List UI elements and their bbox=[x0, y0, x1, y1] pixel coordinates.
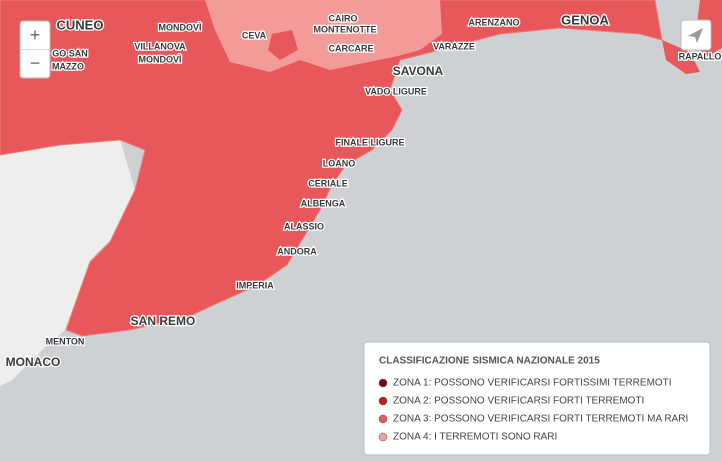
legend-label: ZONA 1: POSSONO VERIFICARSI FORTISSIMI T… bbox=[393, 378, 672, 389]
place-label: SAN REMO bbox=[131, 314, 196, 328]
legend-title: CLASSIFICAZIONE SISMICA NAZIONALE 2015 bbox=[379, 356, 600, 367]
place-label: VARAZZE bbox=[433, 41, 475, 51]
place-label: GO SAN bbox=[52, 48, 88, 58]
place-label: VADO LIGURE bbox=[365, 86, 427, 96]
place-label: ALBENGA bbox=[301, 198, 346, 208]
place-label: IMPERIA bbox=[236, 280, 274, 290]
zoom-in[interactable]: + bbox=[30, 25, 41, 45]
place-label: MONTENOTTE bbox=[314, 24, 377, 34]
place-label: MONACO bbox=[6, 355, 61, 369]
legend: CLASSIFICAZIONE SISMICA NAZIONALE 2015 Z… bbox=[363, 341, 711, 456]
zone-3-region bbox=[662, 40, 700, 74]
place-label: ALASSIO bbox=[284, 221, 324, 231]
legend-label: ZONA 4: I TERREMOTI SONO RARI bbox=[393, 432, 557, 443]
locate-icon[interactable] bbox=[688, 28, 703, 43]
zone-3-region bbox=[0, 0, 663, 337]
zoom-out[interactable]: − bbox=[30, 53, 41, 73]
place-label: GENOA bbox=[561, 12, 609, 27]
place-label: MENTON bbox=[46, 336, 85, 346]
legend-box bbox=[363, 341, 711, 456]
legend-swatch bbox=[378, 396, 388, 406]
place-label: CAIRO bbox=[329, 13, 358, 23]
place-label: CEVA bbox=[242, 30, 267, 40]
place-label: SAVONA bbox=[393, 64, 444, 78]
place-label: CERIALE bbox=[308, 178, 348, 188]
legend-label: ZONA 2: POSSONO VERIFICARSI FORTI TERREM… bbox=[393, 396, 644, 407]
zone-4-region bbox=[205, 0, 442, 72]
zoom-control: + − bbox=[19, 20, 51, 79]
place-label: MONDOVÌ bbox=[158, 22, 202, 32]
legend-swatch bbox=[378, 432, 388, 442]
place-label: MONDOVÌ bbox=[138, 54, 182, 64]
legend-swatch bbox=[378, 378, 388, 388]
place-label: ANDORA bbox=[277, 246, 317, 256]
place-label: CARCARE bbox=[329, 43, 374, 53]
place-label: ARENZANO bbox=[469, 17, 520, 27]
place-label: VILLANOVA bbox=[134, 41, 186, 51]
place-label: CUNEO bbox=[57, 17, 104, 32]
locate-button[interactable] bbox=[680, 19, 712, 51]
legend-label: ZONA 3: POSSONO VERIFICARSI FORTI TERREM… bbox=[393, 414, 688, 425]
place-label: LOANO bbox=[323, 158, 356, 168]
place-label: RAPALLO bbox=[679, 51, 722, 61]
zone-3-region bbox=[268, 30, 298, 60]
place-label: FINALE LIGURE bbox=[336, 137, 405, 147]
place-label: MAZZO bbox=[52, 61, 84, 71]
legend-swatch bbox=[378, 414, 388, 424]
land-france bbox=[0, 140, 135, 386]
